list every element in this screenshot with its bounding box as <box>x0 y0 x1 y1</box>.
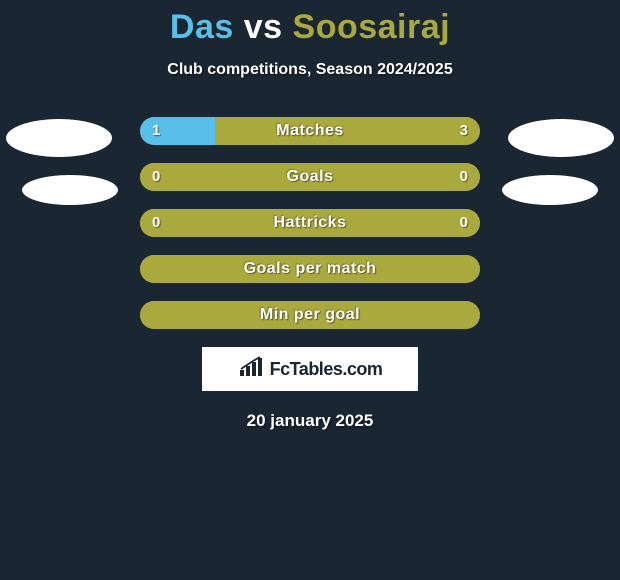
snapshot-date: 20 january 2025 <box>0 411 620 431</box>
stat-label: Min per goal <box>140 301 480 329</box>
brand-name: FcTables.com <box>270 359 383 380</box>
player1-name: Das <box>170 8 234 46</box>
stat-row: 13Matches <box>140 117 480 145</box>
player1-team-avatar <box>22 175 118 205</box>
stats-rows: 13Matches 00Goals 00Hattricks Goals per mat… <box>140 117 480 329</box>
bars-icon <box>238 356 266 383</box>
brand-logo: FcTables.com <box>202 347 418 391</box>
player2-team-avatar <box>502 175 598 205</box>
stat-row: 00Goals <box>140 163 480 191</box>
player2-avatar <box>508 119 614 157</box>
subtitle: Club competitions, Season 2024/2025 <box>0 61 620 79</box>
stat-row: 00Hattricks <box>140 209 480 237</box>
page-title: Das vs Soosairaj <box>0 8 620 47</box>
stat-row: Goals per match <box>140 255 480 283</box>
stat-row: Min per goal <box>140 301 480 329</box>
stat-label: Matches <box>140 117 480 145</box>
stat-label: Goals per match <box>140 255 480 283</box>
player2-name: Soosairaj <box>293 8 451 46</box>
vs-separator: vs <box>244 8 283 46</box>
comparison-card: Das vs Soosairaj Club competitions, Seas… <box>0 0 620 580</box>
stat-label: Hattricks <box>140 209 480 237</box>
player1-avatar <box>6 119 112 157</box>
stat-label: Goals <box>140 163 480 191</box>
